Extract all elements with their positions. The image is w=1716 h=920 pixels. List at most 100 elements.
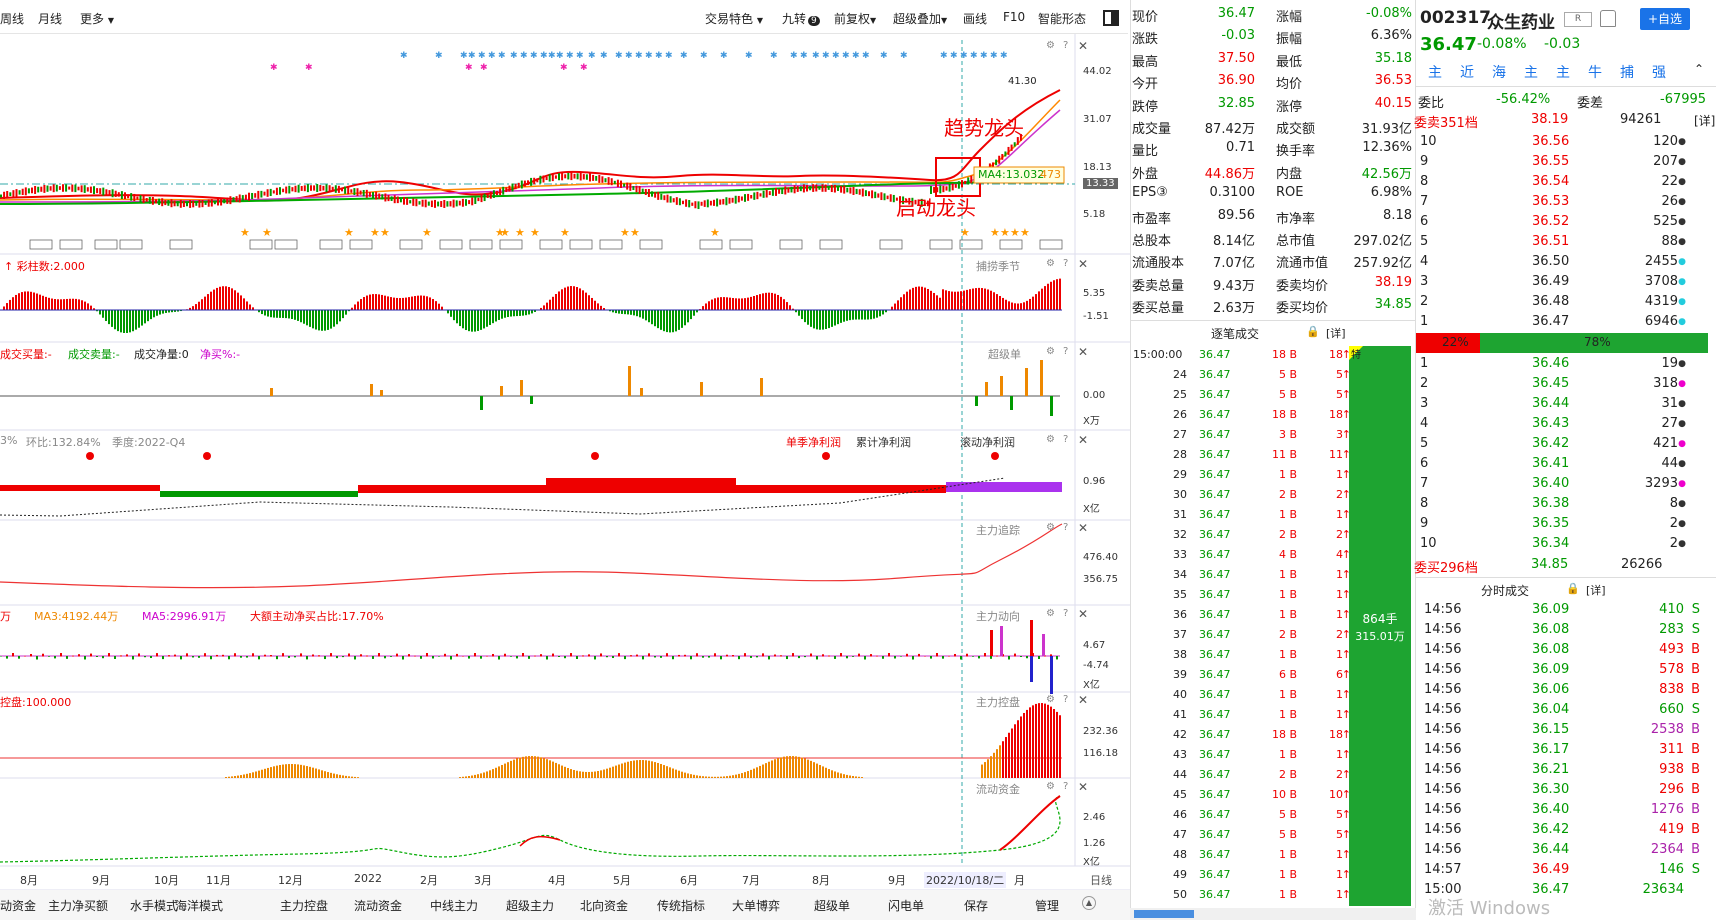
settings-icon[interactable]: ⚙ — [1046, 608, 1055, 619]
close-icon[interactable]: ✕ — [1078, 607, 1089, 621]
dongxiang-bar — [288, 656, 290, 658]
tick-volume: 1 B — [1278, 588, 1297, 601]
stock-tab[interactable]: 主 — [1556, 65, 1570, 81]
indicator-tab[interactable]: 管理 — [1035, 899, 1060, 913]
candle — [607, 177, 610, 185]
stock-tab[interactable]: 主 — [1524, 65, 1538, 81]
indicator-tab[interactable]: 保存 — [964, 899, 989, 913]
histogram-bar — [231, 288, 233, 310]
settings-icon[interactable]: ⚙ — [1046, 781, 1055, 792]
indicator-tab[interactable]: 超级主力 — [506, 899, 555, 913]
smart-pattern-button[interactable]: 智能形态 — [1038, 12, 1087, 26]
help-icon[interactable]: ? — [1063, 781, 1069, 792]
close-icon[interactable]: ✕ — [1078, 257, 1089, 271]
chevron-up-icon[interactable]: ▲ — [1082, 896, 1096, 910]
histogram-bar — [324, 310, 326, 331]
tick-row: 40 36.47 1 B 1 ↑ — [1133, 688, 1351, 708]
settings-icon[interactable]: ⚙ — [1046, 346, 1055, 357]
dongxiang-bar — [630, 655, 632, 657]
indicator-tab[interactable]: 动资金 — [0, 899, 37, 913]
indicator-tab[interactable]: 大单博弈 — [732, 899, 781, 913]
close-icon[interactable]: ✕ — [1078, 521, 1089, 535]
settings-icon[interactable]: ⚙ — [1046, 434, 1055, 445]
indicator-tab[interactable]: 中线主力 — [430, 899, 479, 913]
draw-line-button[interactable]: 画线 — [963, 12, 988, 26]
stock-tab[interactable]: 捕 — [1620, 65, 1634, 81]
candle — [626, 182, 629, 190]
chevron-up-icon[interactable]: ⌃ — [1694, 62, 1705, 76]
jiuzhuan-button[interactable]: 九转 9 — [782, 10, 820, 27]
tick-count: 1 — [1336, 868, 1343, 881]
kongpan-bar — [735, 774, 737, 778]
indicator-tab[interactable]: 超级单 — [814, 899, 851, 913]
trade-features-button[interactable]: 交易特色 ▼ — [705, 12, 763, 26]
help-icon[interactable]: ? — [1063, 608, 1069, 619]
histogram-bar — [885, 310, 887, 313]
tab-cumulative-profit[interactable]: 累计净利润 — [856, 436, 911, 449]
histogram-bar — [501, 310, 503, 319]
candle — [840, 185, 843, 193]
panel-toggle-icon[interactable] — [1103, 10, 1119, 26]
lock-icon[interactable]: 🔒 — [1306, 325, 1320, 338]
lock-icon[interactable]: 🔒 — [1566, 582, 1580, 595]
overlay-button[interactable]: 超级叠加▼ — [893, 12, 948, 26]
settings-icon[interactable]: ⚙ — [1046, 694, 1055, 705]
stock-tab[interactable]: 海 — [1492, 65, 1506, 81]
indicator-tab[interactable]: 主力控盘 — [280, 899, 329, 913]
kongpan-bar — [243, 774, 245, 778]
kongpan-bar — [264, 768, 266, 778]
stock-tab[interactable]: 牛 — [1588, 65, 1602, 81]
help-icon[interactable]: ? — [1063, 694, 1069, 705]
histogram-bar — [609, 310, 611, 312]
tick-row: 29 36.47 1 B 1 ↑ — [1133, 468, 1351, 488]
tab-quarterly-profit[interactable]: 单季净利润 — [786, 436, 841, 449]
indicator-tab[interactable]: 传统指标 — [657, 899, 706, 913]
indicator-tab[interactable]: 闪电单 — [888, 899, 925, 913]
help-icon[interactable]: ? — [1063, 40, 1069, 51]
minute-detail-link[interactable]: [详] — [1586, 584, 1606, 597]
dongxiang-bar — [228, 656, 230, 660]
add-watchlist-button[interactable]: +自选 — [1640, 8, 1690, 30]
tick-price: 36.47 — [1199, 768, 1231, 781]
close-icon[interactable]: ✕ — [1078, 693, 1089, 707]
kongpan-bar — [579, 771, 581, 778]
indicator-tab[interactable]: 北向资金 — [580, 899, 629, 913]
close-icon[interactable]: ✕ — [1078, 345, 1089, 359]
tab-rolling-profit[interactable]: 滚动净利润 — [960, 436, 1015, 449]
candle — [108, 190, 111, 196]
stock-tab[interactable]: 近 — [1460, 65, 1474, 81]
monthly-button[interactable]: 月线 — [38, 12, 63, 26]
bell-icon[interactable] — [1600, 10, 1616, 27]
close-icon[interactable]: ✕ — [1078, 433, 1089, 447]
f10-button[interactable]: F10 — [1003, 10, 1026, 24]
weekly-button[interactable]: 周线 — [0, 12, 25, 26]
orderbook-detail-link[interactable]: [详] — [1694, 114, 1716, 128]
candle — [365, 189, 368, 198]
help-icon[interactable]: ? — [1063, 346, 1069, 357]
close-icon[interactable]: ✕ — [1078, 780, 1089, 794]
indicator-tab[interactable]: 流动资金 — [354, 899, 403, 913]
histogram-bar — [282, 310, 284, 318]
tick-row: 36 36.47 1 B 1 ↑ — [1133, 608, 1351, 628]
more-button[interactable]: 更多 ▼ — [80, 12, 114, 26]
settings-icon[interactable]: ⚙ — [1046, 40, 1055, 51]
settings-icon[interactable]: ⚙ — [1046, 522, 1055, 533]
indicator-tab[interactable]: 主力净买额 — [48, 899, 109, 913]
ticks-detail-link[interactable]: [详] — [1326, 327, 1346, 340]
help-icon[interactable]: ? — [1063, 522, 1069, 533]
indicator-tab[interactable]: 水手模式 — [130, 899, 179, 913]
help-icon[interactable]: ? — [1063, 258, 1069, 269]
stock-tab[interactable]: 主 — [1428, 65, 1442, 81]
fuquan-button[interactable]: 前复权▼ — [834, 12, 877, 26]
candle — [496, 190, 498, 196]
quote-label: 最低 — [1276, 54, 1303, 70]
signal-tag — [779, 239, 803, 250]
dongxiang-bar — [672, 656, 674, 660]
histogram-bar — [630, 310, 632, 315]
stock-tab[interactable]: 强 — [1652, 65, 1666, 81]
close-icon[interactable]: ✕ — [1078, 39, 1089, 53]
help-icon[interactable]: ? — [1063, 434, 1069, 445]
indicator-tab[interactable]: 海洋模式 — [175, 899, 224, 913]
settings-icon[interactable]: ⚙ — [1046, 258, 1055, 269]
histogram-bar — [678, 310, 680, 330]
